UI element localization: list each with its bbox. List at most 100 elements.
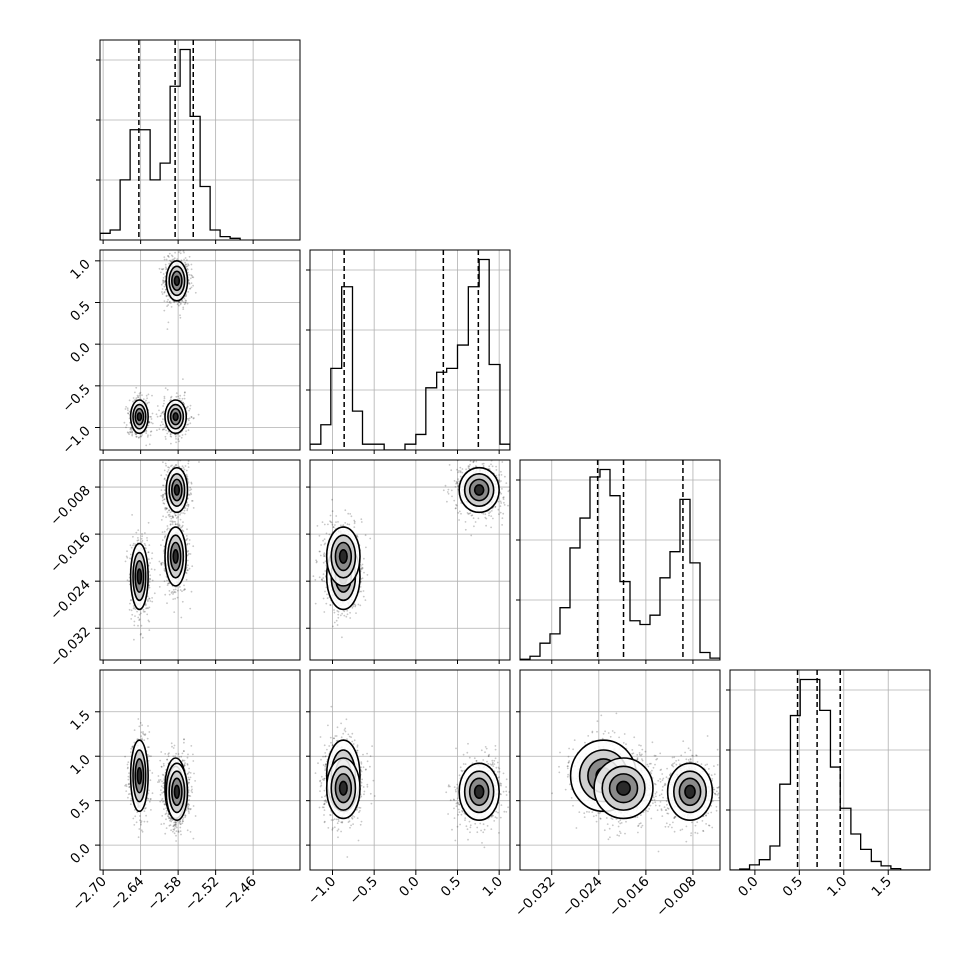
sample-point: [160, 474, 163, 477]
sample-point: [141, 539, 144, 542]
sample-point: [314, 602, 317, 605]
sample-point: [329, 521, 332, 523]
sample-point: [163, 291, 166, 294]
sample-point: [473, 460, 475, 462]
sample-point: [156, 405, 159, 407]
sample-point: [189, 287, 192, 290]
sample-point: [356, 536, 359, 538]
sample-point: [146, 436, 149, 438]
sample-point: [166, 388, 169, 391]
sample-point: [181, 524, 184, 527]
sample-point: [359, 586, 362, 588]
sample-point: [446, 500, 448, 503]
sample-point: [144, 603, 147, 606]
sample-point: [190, 263, 193, 266]
sample-point: [333, 611, 336, 614]
sample-point: [138, 392, 141, 395]
sample-point: [187, 291, 190, 293]
sample-point: [162, 405, 165, 407]
sample-point: [464, 528, 467, 531]
sample-point: [129, 602, 131, 605]
sample-point: [179, 252, 182, 255]
sample-point: [170, 465, 172, 468]
sample-point: [500, 474, 503, 476]
sample-point: [183, 512, 186, 515]
sample-point: [179, 518, 182, 521]
contour-line: [168, 265, 186, 297]
sample-point: [454, 507, 457, 510]
sample-point: [450, 489, 453, 492]
sample-point: [363, 571, 365, 574]
sample-point: [168, 301, 171, 304]
sample-point: [457, 471, 459, 474]
sample-point: [185, 572, 188, 574]
sample-point: [163, 498, 166, 501]
sample-point: [350, 515, 353, 518]
sample-point: [125, 555, 128, 558]
sample-point: [337, 613, 340, 616]
sample-point: [366, 574, 369, 576]
sample-point: [169, 259, 171, 262]
sample-point: [190, 416, 193, 419]
sample-point: [148, 581, 151, 583]
sample-point: [187, 569, 189, 571]
sample-point: [168, 509, 170, 512]
sample-point: [135, 397, 138, 399]
sample-point: [442, 489, 445, 492]
sample-point: [497, 508, 500, 511]
sample-point: [176, 596, 179, 599]
sample-point: [472, 460, 475, 463]
sample-point: [144, 532, 146, 534]
sample-point: [181, 434, 184, 436]
sample-point: [148, 420, 151, 423]
sample-point: [147, 558, 150, 561]
sample-point: [488, 514, 490, 517]
sample-point: [176, 303, 179, 306]
sample-point: [151, 579, 154, 582]
sample-point: [148, 544, 151, 546]
sample-point: [453, 499, 456, 502]
histogram-step: [730, 678, 930, 870]
sample-point: [499, 505, 502, 508]
sample-point: [171, 515, 174, 517]
sample-point: [353, 526, 356, 528]
sample-point: [184, 263, 187, 266]
sample-point: [162, 428, 165, 431]
sample-point: [188, 279, 190, 281]
sample-point: [137, 624, 139, 627]
sample-point: [513, 496, 515, 498]
sample-point: [164, 507, 166, 510]
sample-point: [177, 395, 180, 398]
sample-point: [461, 471, 464, 474]
sample-point: [173, 301, 176, 304]
sample-point: [323, 538, 326, 541]
sample-point: [126, 579, 129, 582]
sample-point: [189, 553, 192, 555]
sample-point: [134, 608, 137, 610]
sample-point: [162, 282, 165, 284]
sample-point: [163, 395, 166, 398]
sample-point: [164, 462, 167, 465]
sample-point: [185, 538, 188, 541]
sample-point: [138, 619, 141, 622]
sample-point: [322, 561, 325, 564]
sample-point: [192, 507, 195, 509]
sample-point: [337, 616, 340, 619]
sample-point: [187, 503, 189, 506]
sample-point: [128, 433, 131, 436]
sample-point: [174, 521, 177, 523]
sample-point: [161, 495, 164, 497]
sample-point: [468, 465, 471, 468]
sample-point: [126, 550, 128, 553]
sample-point: [185, 294, 188, 297]
sample-point: [179, 513, 181, 516]
sample-point: [134, 432, 137, 435]
sample-point: [481, 463, 484, 465]
sample-point: [160, 489, 163, 491]
sample-point: [499, 500, 502, 503]
sample-point: [333, 621, 336, 624]
sample-point: [135, 386, 138, 389]
sample-point: [186, 265, 189, 267]
sample-point: [147, 551, 150, 554]
contour-line: [136, 568, 143, 585]
